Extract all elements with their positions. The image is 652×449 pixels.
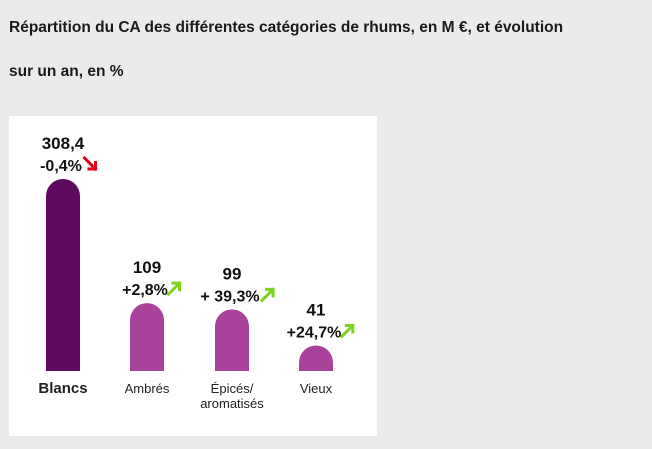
bar-0 [46,179,80,371]
value-label-3: 41 [307,300,326,319]
arrow-up-right-icon-1 [166,281,182,297]
arrow-up-right-icon-1-shaft [166,281,182,297]
bar-2 [215,309,249,371]
page-title-line-2: sur un an, en % [9,63,124,80]
value-label-1: 109 [133,258,161,277]
arrow-up-right-icon-2 [259,287,276,303]
bar-1 [130,303,164,371]
category-label-3: Vieux [300,381,333,396]
arrow-up-right-icon-3-head [344,323,355,334]
arrow-up-right-icon-2-shaft [259,287,276,303]
bar-3 [299,345,333,371]
category-label-3-line-0: Vieux [300,381,333,396]
page-title-line-1: Répartition du CA des différentes catégo… [9,19,564,36]
change-label-2: + 39,3% [200,288,259,305]
arrow-up-right-icon-1-head [171,281,181,292]
category-label-1-line-0: Ambrés [125,381,170,396]
category-label-0: Blancs [38,380,87,397]
category-label-2-line-1: aromatisés [200,396,264,411]
change-label-0: -0,4% [40,158,82,175]
value-label-0: 308,4 [42,134,85,153]
change-label-1: +2,8% [122,282,168,299]
arrow-up-right-icon-3 [339,323,355,339]
change-label-3: +24,7% [287,324,342,341]
arrow-down-right-icon-0-shaft [82,155,98,172]
category-label-0-line-0: Blancs [38,380,87,397]
arrow-down-right-icon-0-head [87,161,97,171]
value-label-2: 99 [223,264,242,283]
category-label-2-line-0: Épicés/ [211,381,254,396]
arrow-up-right-icon-3-shaft [339,323,355,339]
arrow-down-right-icon-0 [82,155,98,172]
bar-chart: -0,4% 308,4 Blancs +2,8% 109 Ambrés + 39,3% 99 É… [38,134,355,411]
chart-panel: -0,4% 308,4 Blancs +2,8% 109 Ambrés + 39,3% 99 É… [9,116,377,436]
category-label-1: Ambrés [125,381,170,396]
category-label-2: Épicés/aromatisés [200,381,264,411]
page-title: Répartition du CA des différentes catégo… [9,6,644,94]
arrow-up-right-icon-2-head [265,287,275,298]
